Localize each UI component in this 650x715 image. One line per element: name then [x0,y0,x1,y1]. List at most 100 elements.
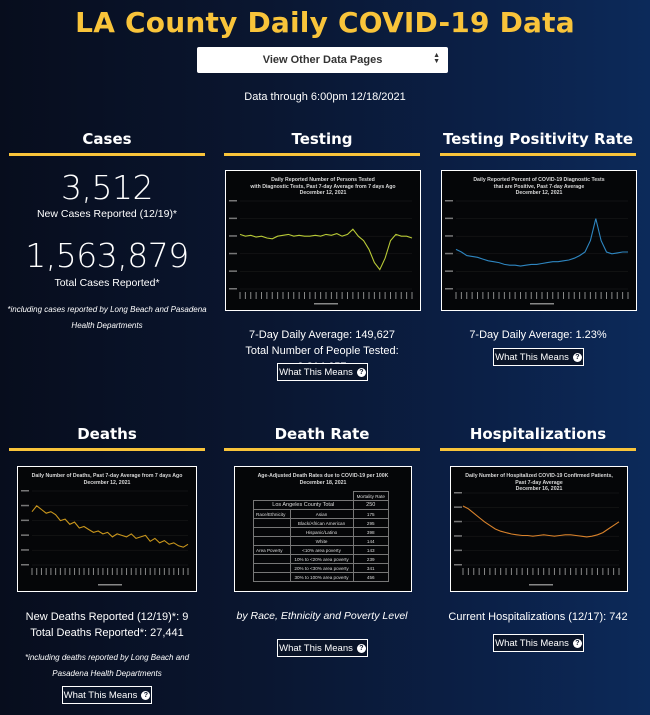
x-tick-label [564,568,566,575]
x-tick-label [462,568,464,575]
hospitalizations-chart-title: Daily Number of Hospitalized COVID-19 Co… [465,473,613,492]
x-tick-label [341,292,343,299]
x-tick-label [154,568,156,575]
legend-mark [529,584,553,586]
y-tick-label [21,534,29,536]
x-tick-label [573,292,575,299]
x-tick-label [384,292,386,299]
x-tick-label [250,292,252,299]
x-tick-label [579,292,581,299]
x-tick-label [536,292,538,299]
x-tick-label [83,568,85,575]
x-tick-label [97,568,99,575]
x-tick-label [503,292,505,299]
x-tick-label [575,568,577,575]
x-tick-label [309,292,311,299]
series-line [31,505,189,548]
y-tick-label [454,506,462,508]
x-tick-label [140,568,142,575]
y-tick-label [445,252,453,255]
x-tick-label [595,292,597,299]
x-tick-label [36,568,38,575]
positivity-chart-svg [445,200,629,305]
hospitalizations-chart: Daily Number of Hospitalized COVID-19 Co… [450,466,628,592]
positivity-rule [440,153,636,156]
testing-chart: Daily Reported Number of Persons Tested w… [225,170,421,311]
x-tick-label [368,292,370,299]
question-circle-icon: ? [572,638,582,648]
x-tick-label [304,292,305,299]
x-tick-label [107,568,109,575]
x-tick-label [552,292,554,299]
x-tick-label [59,568,61,575]
deaths-what-this-means-button[interactable]: What This Means? [62,686,152,704]
other-data-pages-select[interactable]: View Other Data Pages ▲ ▼ [197,47,448,73]
total-cases-value: 1,563,879 [25,236,189,275]
x-tick-label [363,292,365,299]
data-through-text: Data through 6:00pm 12/18/2021 [244,91,406,103]
x-tick-label [149,568,151,575]
x-tick-label [282,292,284,299]
series-line [239,228,413,271]
y-tick-label [229,200,237,202]
x-tick-label [379,292,381,299]
legend-mark [98,584,122,586]
x-tick-label [352,292,354,299]
x-tick-label [589,292,591,299]
death-rate-rule [224,448,420,451]
x-tick-label [477,292,478,299]
x-tick-label [546,292,548,299]
x-tick-label [627,292,629,299]
y-tick-label [229,288,237,290]
positivity-title: Testing Positivity Rate [442,130,634,148]
x-tick-label [505,568,507,575]
x-tick-label [559,568,561,575]
deaths-stats: New Deaths Reported (12/19)*: 9 Total Dea… [25,611,189,639]
x-tick-label [482,292,484,299]
death-rate-table-title: Age-Adjusted Death Rates due to COVID-19… [257,473,389,486]
x-tick-label [489,568,491,575]
hospitalizations-title: Hospitalizations [469,425,607,443]
total-cases-label: Total Cases Reported* [54,277,160,289]
y-tick-label [21,504,29,507]
hospitalizations-what-this-means-button[interactable]: What This Means? [493,634,584,652]
x-tick-label [287,292,289,299]
x-tick-label [102,568,104,575]
x-tick-label [92,568,94,575]
x-tick-label [600,292,602,299]
testing-chart-svg [229,200,413,305]
x-tick-label [596,568,598,575]
testing-chart-title: Daily Reported Number of Persons Tested w… [250,177,396,196]
testing-what-this-means-button[interactable]: What This Means? [277,363,368,381]
y-tick-label [454,564,462,566]
x-tick-label [88,568,90,575]
positivity-what-this-means-button[interactable]: What This Means? [493,348,584,366]
x-tick-label [50,568,52,575]
x-tick-label [618,568,620,575]
y-tick-label [445,270,453,272]
x-tick-label [314,292,316,299]
x-tick-label [411,292,413,299]
x-tick-label [400,292,402,299]
x-tick-label [467,568,469,575]
x-tick-label [509,292,511,299]
x-tick-label [580,568,582,575]
deaths-title: Deaths [77,425,137,443]
x-tick-label [487,292,489,299]
cases-title: Cases [82,130,132,148]
legend-mark [530,303,554,305]
deaths-chart-svg [21,490,189,586]
y-tick-label [21,549,29,551]
x-tick-label [478,568,480,575]
x-tick-label [178,568,180,575]
death-rate-what-this-means-button[interactable]: What This Means? [277,639,368,657]
x-tick-label [130,568,132,575]
x-tick-label [606,292,607,299]
x-tick-label [548,568,550,575]
x-tick-label [64,568,66,575]
legend-mark [314,303,338,305]
x-tick-label [455,292,457,299]
new-cases-label: New Cases Reported (12/19)* [36,208,178,220]
x-tick-label [584,292,586,299]
x-tick-label [543,568,545,575]
